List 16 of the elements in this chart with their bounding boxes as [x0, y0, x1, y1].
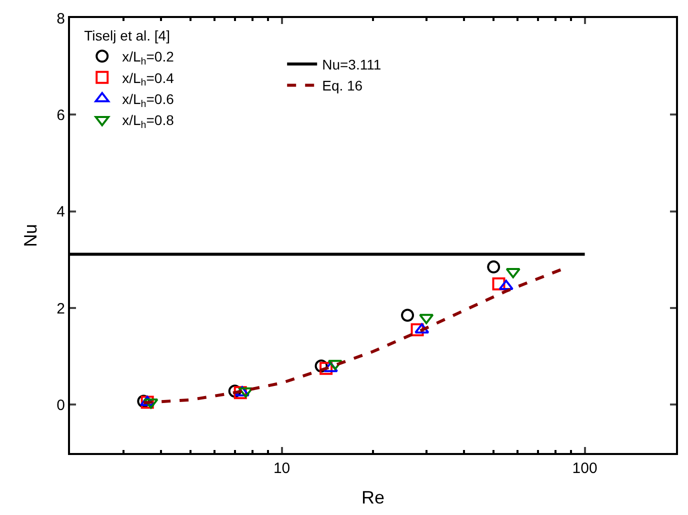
y-tick-label: 2: [56, 300, 65, 318]
legend-label: Nu=3.111: [322, 56, 382, 73]
y-tick-label: 4: [56, 204, 65, 221]
legend-label: x/L$_{h}$=0.2: [122, 48, 174, 68]
legend-label: Eq. 16: [322, 78, 363, 94]
y-tick-label: 6: [56, 106, 65, 124]
y-tick-label: 0: [56, 396, 65, 414]
y-tick-label: 8: [56, 10, 65, 28]
x-tick-label: 100: [572, 460, 598, 477]
legend-label: x/L$_{h}$=0.8: [122, 112, 174, 132]
legend-title: Tiselj et al. [4]: [84, 28, 170, 44]
y-axis-title: Nu: [20, 224, 40, 248]
x-tick-label: 10: [273, 460, 290, 477]
legend-label: x/L$_{h}$=0.4: [122, 70, 174, 89]
x-axis-title: Re: [361, 488, 385, 508]
legend-label: x/L$_{h}$=0.6: [122, 91, 174, 110]
